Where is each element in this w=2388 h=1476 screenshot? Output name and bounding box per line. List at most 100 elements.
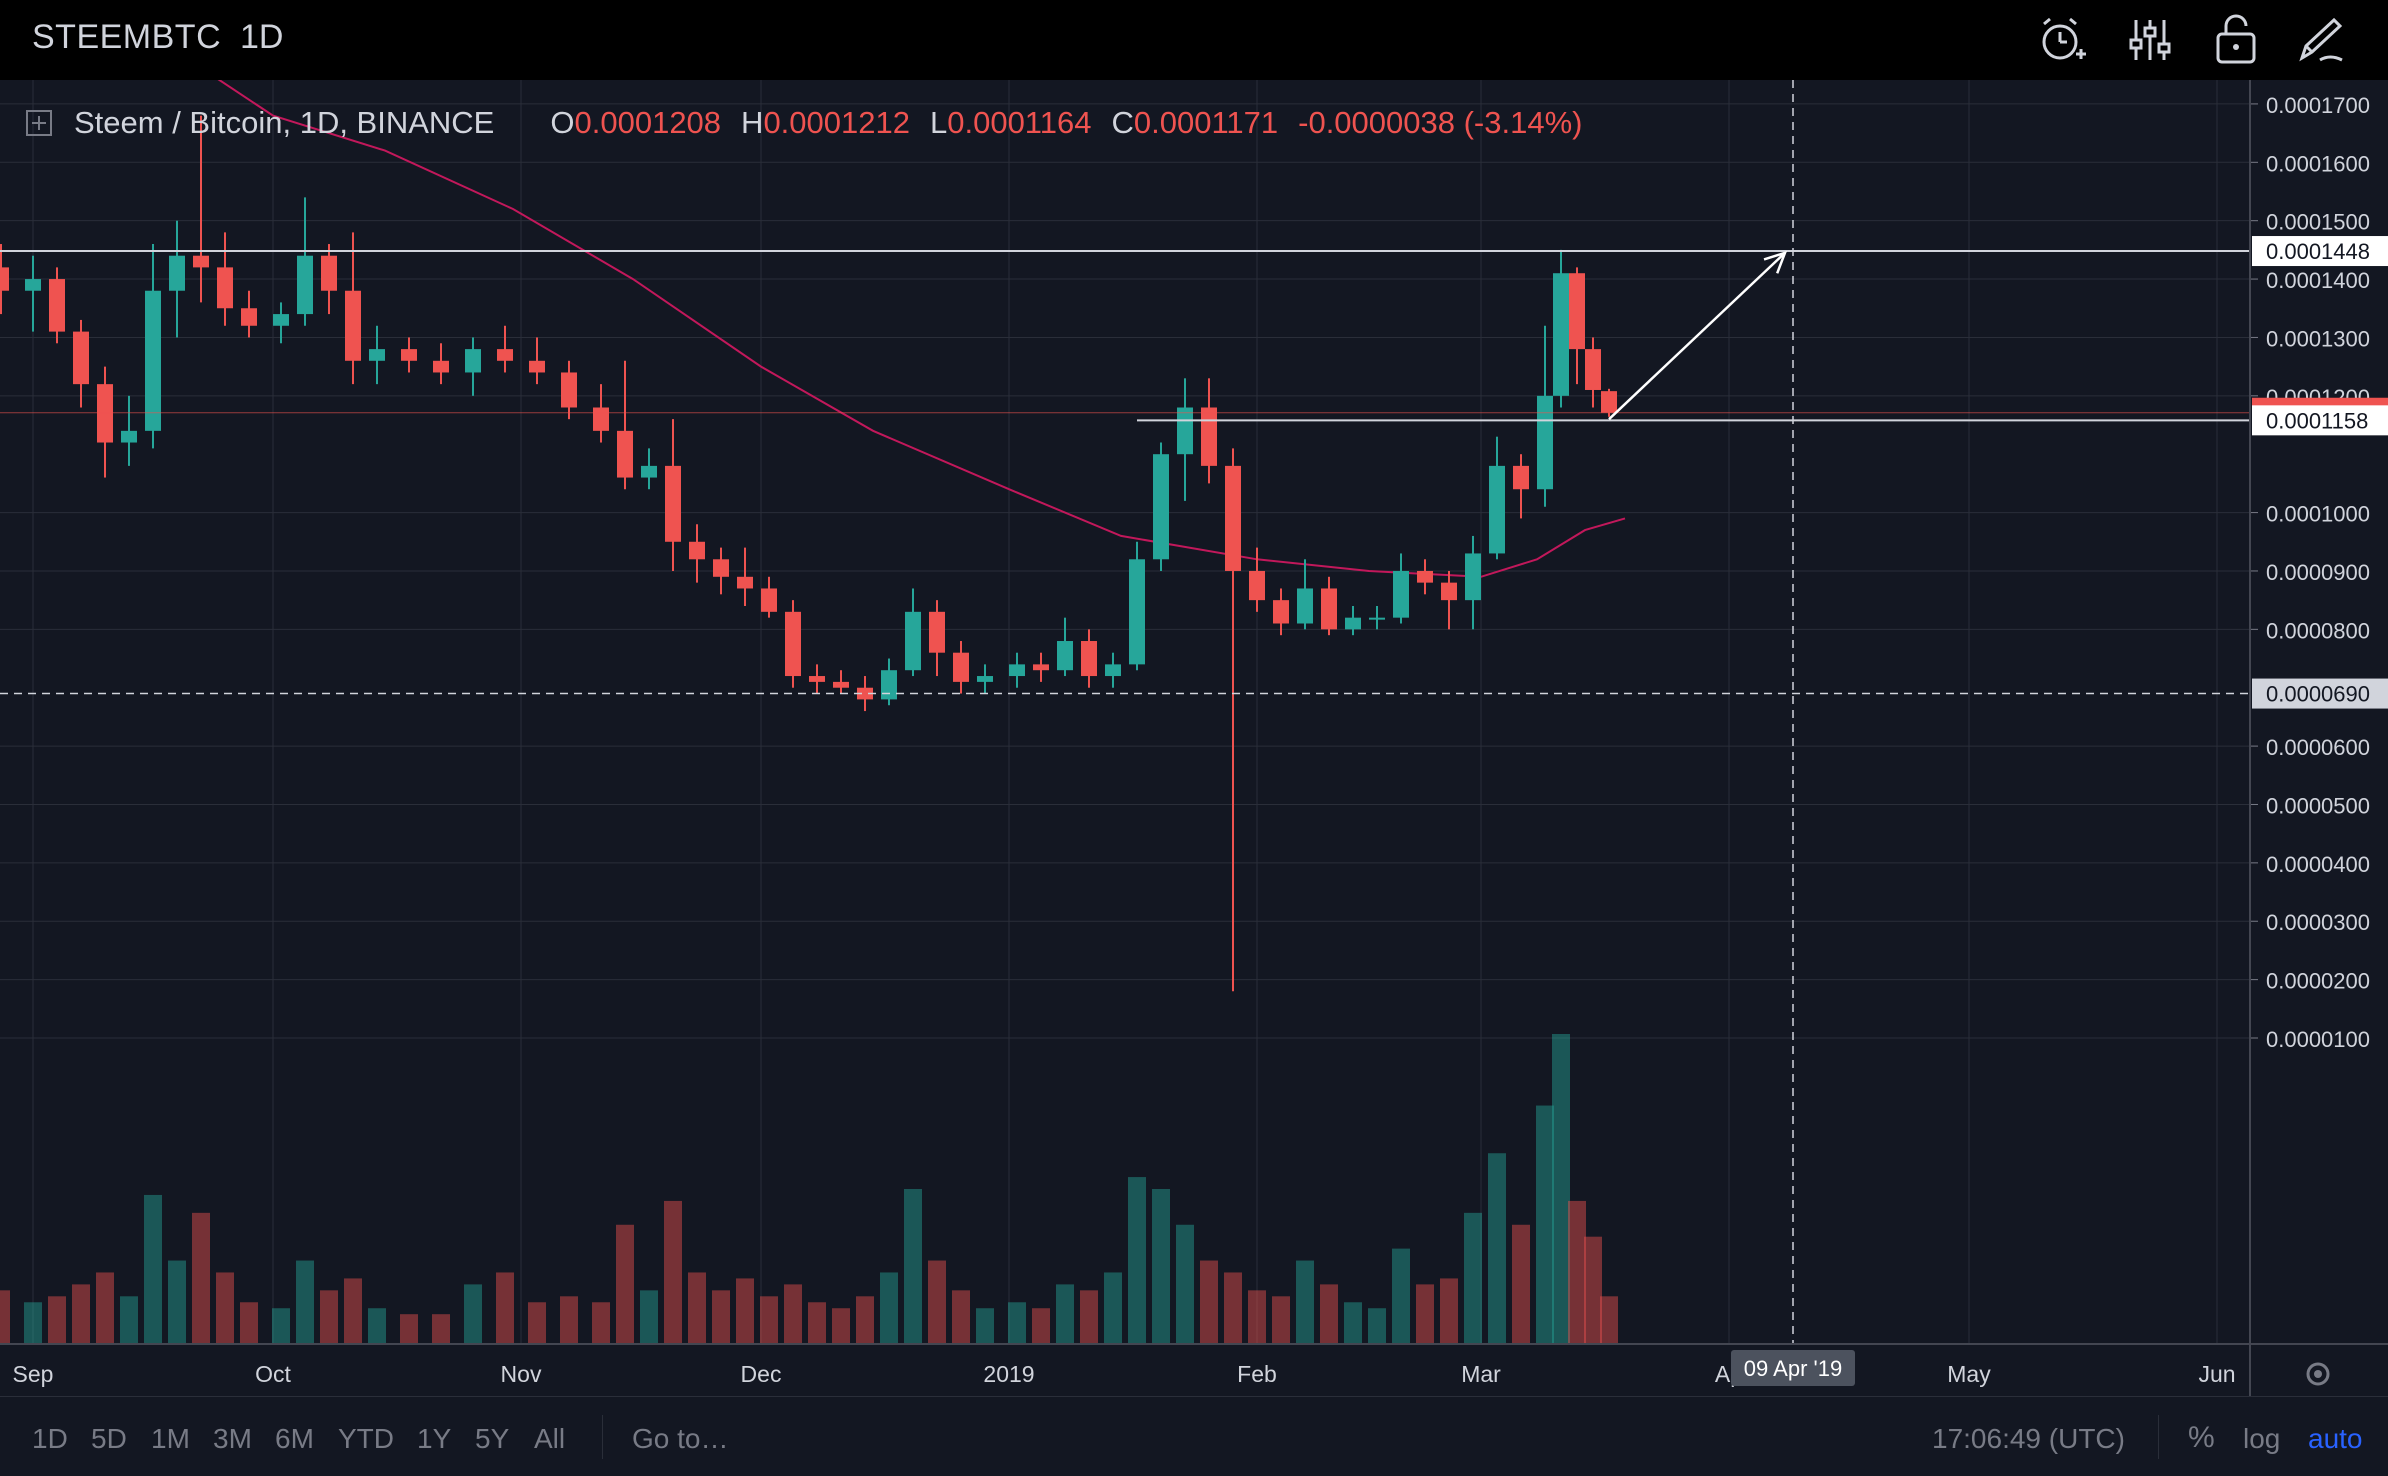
volume-bar (344, 1278, 362, 1344)
volume-bar (712, 1290, 730, 1344)
y-tick-label: 0.0001400 (2266, 268, 2370, 293)
log-scale-toggle[interactable]: log (2243, 1423, 2281, 1454)
y-tick-label: 0.0001600 (2266, 151, 2370, 176)
volume-bar (1056, 1284, 1074, 1344)
range-ytd[interactable]: YTD (338, 1423, 394, 1454)
candle-body (529, 360, 545, 373)
range-1y[interactable]: 1Y (417, 1423, 452, 1454)
separator (2158, 1415, 2159, 1459)
y-tick-label: 0.0000100 (2266, 1027, 2370, 1052)
range-5y[interactable]: 5Y (475, 1423, 510, 1454)
volume-bar (688, 1272, 706, 1344)
volume-bar (1032, 1308, 1050, 1344)
candle-body (465, 349, 481, 373)
go-to-date-button[interactable]: Go to… (632, 1423, 729, 1454)
candle-body (97, 384, 113, 443)
volume-bar (1272, 1296, 1290, 1344)
candle-body (297, 255, 313, 315)
price-chart[interactable]: 0.00021000.00020000.00019000.00018000.00… (0, 80, 2388, 1396)
close-value: 0.0001171 (1133, 105, 1279, 140)
volume-bar (240, 1302, 258, 1344)
interval-selector[interactable]: 1D (240, 18, 284, 56)
crosshair-date-box (1731, 1350, 1855, 1386)
candle-body (857, 687, 873, 700)
volume-bar (1536, 1105, 1554, 1344)
trend-arrow[interactable] (1608, 251, 1786, 421)
candle-body (1393, 570, 1409, 618)
volume-bar (320, 1290, 338, 1344)
utc-clock[interactable]: 17:06:49 (UTC) (1932, 1423, 2125, 1454)
chart-legend: Steem / Bitcoin, 1D, BINANCE O 0.0001208 … (22, 103, 1602, 143)
price-label-box (2252, 678, 2388, 709)
candlesticks (0, 115, 1617, 992)
alarm-add-icon[interactable] (2032, 10, 2092, 70)
volume-bar (1152, 1189, 1170, 1344)
percent-scale-toggle[interactable]: % (2188, 1421, 2215, 1454)
candle-body (1009, 664, 1025, 677)
volume-bar (368, 1308, 386, 1344)
candle-body (369, 349, 385, 361)
range-1m[interactable]: 1M (151, 1423, 190, 1454)
volume-bar (736, 1278, 754, 1344)
volume-bar (784, 1284, 802, 1344)
volume-bar (832, 1308, 850, 1344)
y-tick-label: 0.0001700 (2266, 93, 2370, 118)
candle-body (1585, 349, 1601, 390)
indicators-icon[interactable] (2120, 10, 2180, 70)
y-tick-label: 0.0001000 (2266, 502, 2370, 527)
x-tick-label: Sep (13, 1361, 54, 1387)
volume-bar (1176, 1224, 1194, 1344)
plus-icon[interactable] (26, 110, 52, 136)
x-tick-label: Jun (2198, 1361, 2235, 1387)
top-toolbar: STEEMBTC 1D (0, 0, 2388, 80)
candle-body (1513, 465, 1529, 490)
range-1d[interactable]: 1D (32, 1423, 68, 1454)
volume-bar (1488, 1153, 1506, 1344)
volume-bar (976, 1308, 994, 1344)
candle-body (905, 611, 921, 671)
x-tick-label: May (1947, 1361, 1991, 1387)
lock-icon[interactable] (2206, 10, 2266, 70)
x-tick-label: Nov (501, 1361, 542, 1387)
drawings[interactable] (0, 80, 2250, 1344)
volume-bar (1080, 1290, 1098, 1344)
open-label: O (550, 105, 575, 140)
gear-icon[interactable] (2306, 1362, 2330, 1386)
volume-bar (96, 1272, 114, 1344)
range-5d[interactable]: 5D (91, 1423, 127, 1454)
volume-bar (0, 1290, 10, 1344)
price-label: 0.0001158 (2266, 408, 2368, 433)
candle-body (809, 676, 825, 682)
candle-body (1553, 273, 1569, 396)
candle-body (273, 314, 289, 326)
candle-body (785, 611, 801, 677)
y-tick-label: 0.0000200 (2266, 969, 2370, 994)
volume-bar (1600, 1296, 1618, 1344)
volume-bar (760, 1296, 778, 1344)
range-all[interactable]: All (534, 1423, 566, 1454)
moving-average-line (217, 80, 1626, 578)
price-axis[interactable]: 0.00021000.00020000.00019000.00018000.00… (2249, 80, 2388, 1396)
candle-body (1105, 664, 1121, 677)
candle-body (929, 611, 945, 653)
candle-body (1345, 617, 1361, 630)
volume-bars (0, 1034, 1618, 1344)
price-label: 0.0001448 (2266, 239, 2370, 264)
volume-bar (24, 1302, 42, 1344)
candle-body (73, 331, 89, 385)
candle-body (833, 681, 849, 688)
candle-body (345, 290, 361, 361)
volume-bar (1224, 1272, 1242, 1344)
auto-scale-toggle[interactable]: auto (2308, 1423, 2363, 1454)
high-value: 0.0001212 (763, 105, 910, 140)
drawing-tools-icon[interactable] (2290, 10, 2350, 70)
price-label: 0.0000690 (2266, 682, 2370, 707)
candle-body (1465, 553, 1481, 601)
close-label: C (1111, 105, 1134, 140)
volume-bar (272, 1308, 290, 1344)
candle-body (169, 255, 185, 291)
symbol-name[interactable]: STEEMBTC (32, 18, 222, 56)
range-3m[interactable]: 3M (213, 1423, 252, 1454)
range-6m[interactable]: 6M (275, 1423, 314, 1454)
